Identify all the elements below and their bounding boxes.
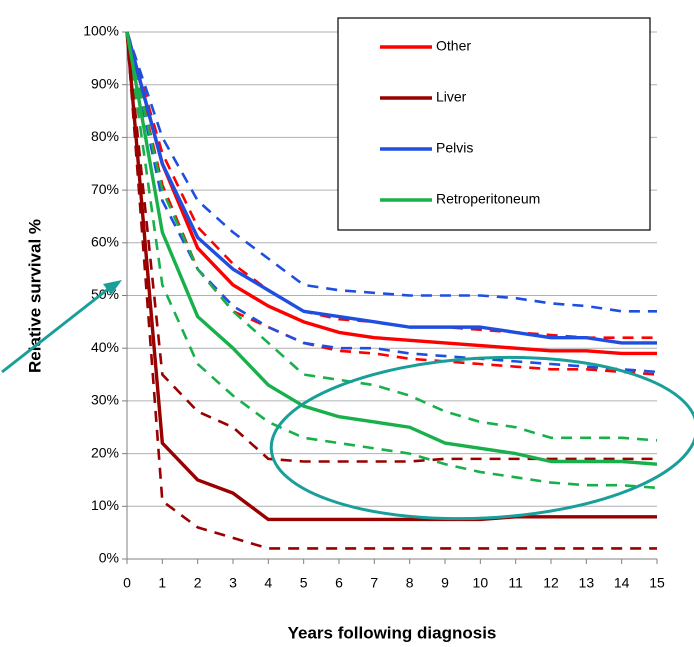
y-tick-label: 20%: [91, 444, 119, 460]
x-tick-label: 6: [335, 575, 343, 591]
arrow: [1, 284, 113, 374]
confidence-line: [125, 31, 658, 374]
confidence-line: [125, 31, 658, 442]
x-tick-label: 3: [229, 575, 237, 591]
series-line: [125, 31, 658, 466]
y-tick-label: 90%: [91, 75, 119, 91]
y-tick-label: 30%: [91, 392, 119, 408]
x-tick-label: 8: [406, 575, 414, 591]
legend-label: Liver: [436, 89, 467, 105]
confidence-line: [125, 31, 657, 463]
x-tick-label: 11: [508, 575, 523, 591]
annotations: [1, 280, 694, 521]
arrow-head: [103, 280, 122, 295]
series-line: [125, 31, 657, 356]
y-tick-label: 40%: [91, 339, 119, 355]
x-tick-label: 13: [579, 575, 595, 591]
x-tick-label: 4: [264, 575, 272, 591]
x-tick-label: 7: [370, 575, 378, 591]
y-tick-label: 80%: [91, 128, 119, 144]
legend: Other Liver Pelvis Retroperitoneum: [337, 17, 651, 231]
x-tick-label: 12: [543, 575, 559, 591]
confidence-line: [125, 31, 657, 550]
y-tick-label: 60%: [91, 234, 119, 250]
confidence-line: [125, 31, 658, 490]
legend-label: Other: [436, 38, 471, 54]
x-tick-label: 5: [300, 575, 308, 591]
legend-label: Pelvis: [436, 140, 473, 156]
x-tick-label: 9: [441, 575, 449, 591]
legend-label: Retroperitoneum: [436, 191, 540, 207]
x-tick-label: 14: [614, 575, 630, 591]
confidence-line: [125, 31, 657, 313]
x-axis-title: Years following diagnosis: [288, 623, 497, 642]
y-tick-label: 10%: [91, 497, 119, 513]
series-line: [125, 31, 657, 522]
x-tick-label: 1: [158, 575, 166, 591]
y-tick-label: 0%: [99, 550, 119, 566]
highlight-ellipse: [269, 355, 694, 521]
x-tick-label: 0: [123, 575, 131, 591]
x-tick-label: 2: [194, 575, 202, 591]
y-tick-label: 100%: [83, 23, 119, 39]
x-tick-label: 10: [473, 575, 489, 591]
y-tick-label: 70%: [91, 181, 119, 197]
legend-box: [337, 17, 651, 231]
y-axis-title: Relative survival %: [25, 219, 44, 373]
x-tick-label: 15: [649, 575, 665, 591]
series-line: [125, 31, 657, 345]
